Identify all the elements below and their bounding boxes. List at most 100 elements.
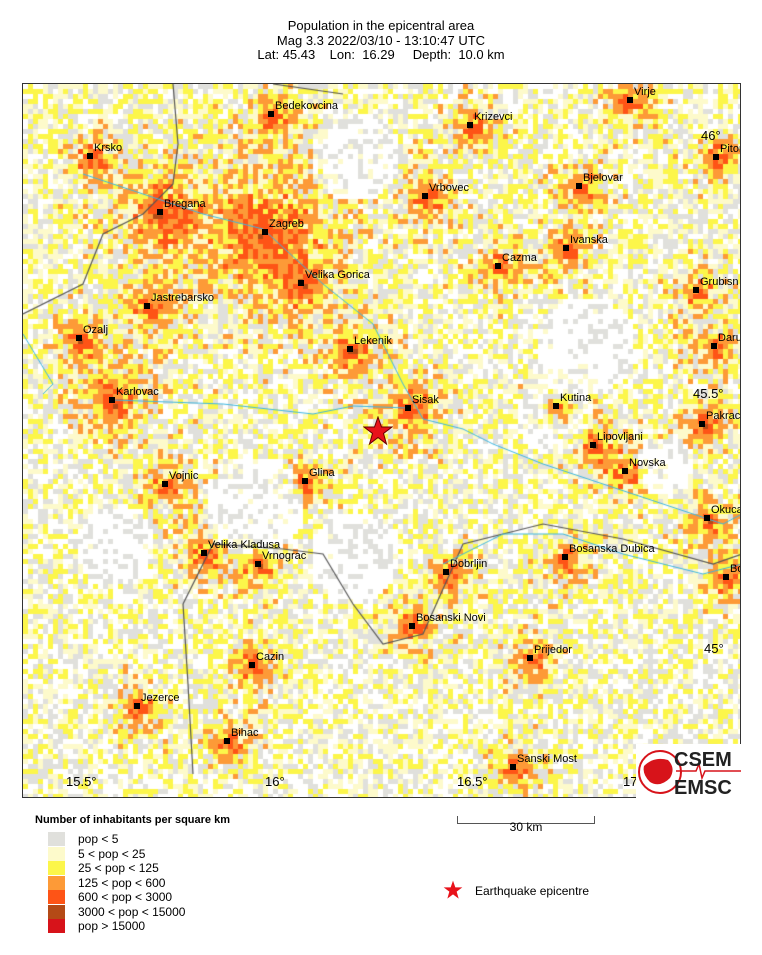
city-label: Dobrljin: [450, 558, 488, 570]
city-label: Velika Kladusa: [208, 539, 281, 551]
city-label: Daru: [718, 332, 741, 344]
event-location: Lat: 45.43 Lon: 16.29 Depth: 10.0 km: [257, 47, 505, 62]
csem-emsc-logo: CSEM EMSC: [636, 744, 741, 799]
city-square-icon: [443, 569, 449, 575]
city-label: Sisak: [412, 394, 439, 406]
city-square-icon: [262, 229, 268, 235]
city-square-icon: [704, 515, 710, 521]
city-square-icon: [495, 263, 501, 269]
longitude-tick: 16.5°: [457, 774, 488, 789]
city-label: Bedekovcina: [275, 100, 338, 112]
city-label: Vojnic: [169, 470, 199, 482]
legend-title: Number of inhabitants per square km: [35, 814, 230, 826]
legend-swatch: [48, 846, 65, 861]
city-label: Pakrac: [706, 410, 741, 422]
city-square-icon: [87, 153, 93, 159]
city-square-icon: [553, 403, 559, 409]
city-label: Cazma: [502, 252, 537, 264]
legend-label: 25 < pop < 125: [78, 861, 159, 875]
city-square-icon: [409, 623, 415, 629]
legend-swatch: [48, 919, 65, 933]
city-label: Pitom: [720, 143, 740, 155]
city-label: Ozalj: [83, 324, 109, 336]
legend-swatch: [48, 832, 65, 846]
latitude-tick: 45°: [704, 641, 724, 656]
city-label: Lekenik: [354, 335, 392, 347]
city-square-icon: [467, 122, 473, 128]
event-info: Mag 3.3 2022/03/10 - 13:10:47 UTC: [276, 33, 486, 48]
city-square-icon: [249, 662, 255, 668]
city-label: Vrbovec: [429, 182, 469, 194]
legend-swatch: [48, 890, 65, 904]
city-square-icon: [422, 193, 428, 199]
city-label: Jastrebarsko: [151, 292, 214, 304]
city-label: Cazin: [256, 651, 285, 663]
city-label: Bosanska Dubica: [569, 543, 655, 555]
city-label: Bihac: [231, 727, 259, 739]
city-label: Kutina: [560, 392, 592, 404]
city-square-icon: [201, 550, 207, 556]
city-square-icon: [347, 346, 353, 352]
latitude-tick: 46°: [701, 128, 721, 143]
city-label: Bo: [730, 563, 740, 575]
legend-swatch: [48, 861, 65, 875]
city-square-icon: [255, 561, 261, 567]
epicentre-star-icon: [363, 416, 393, 446]
city-square-icon: [590, 442, 596, 448]
legend-label: pop < 5: [78, 832, 119, 846]
city-label: Glina: [309, 467, 335, 479]
city-square-icon: [622, 468, 628, 474]
longitude-tick: 15.5°: [66, 774, 97, 789]
city-label: Vrnograc: [262, 550, 307, 562]
city-square-icon: [109, 397, 115, 403]
city-label: Ivanska: [570, 234, 608, 246]
city-square-icon: [713, 154, 719, 160]
city-label: Lipovljani: [597, 431, 643, 443]
city-square-icon: [76, 335, 82, 341]
latitude-tick: 45.5°: [693, 386, 724, 401]
city-square-icon: [576, 183, 582, 189]
legend-label: 3000 < pop < 15000: [78, 904, 186, 919]
legend-swatch: [48, 875, 65, 890]
city-square-icon: [268, 111, 274, 117]
scale-label: 30 km: [509, 820, 543, 834]
city-label: Virje: [634, 86, 656, 98]
city-square-icon: [224, 738, 230, 744]
city-label: Novska: [629, 457, 666, 469]
legend-label: 600 < pop < 3000: [78, 890, 173, 904]
city-square-icon: [405, 405, 411, 411]
legend-label: pop > 15000: [78, 919, 146, 933]
epicentre-legend-star-icon: [443, 880, 463, 899]
city-square-icon: [510, 764, 516, 770]
city-label: Bjelovar: [583, 172, 623, 184]
city-square-icon: [699, 421, 705, 427]
city-label: Bregana: [164, 198, 206, 210]
city-square-icon: [562, 554, 568, 560]
epicentre-legend-label: Earthquake epicentre: [475, 884, 590, 898]
city-label: Okuca: [711, 504, 741, 516]
city-label: Sanski Most: [517, 753, 577, 765]
city-label: Jezerce: [141, 692, 180, 704]
longitude-tick: 17: [623, 774, 638, 789]
scale-bar: [457, 816, 595, 824]
city-square-icon: [144, 303, 150, 309]
city-square-icon: [162, 481, 168, 487]
svg-text:EMSC: EMSC: [674, 777, 732, 798]
city-label: Grubisn: [700, 276, 739, 288]
city-square-icon: [157, 209, 163, 215]
city-label: Prijedor: [534, 644, 572, 656]
city-label: Bosanski Novi: [416, 612, 486, 624]
population-map[interactable]: Bedekovcina Krizevci Virje Krsko Pitom Bjelov…: [22, 83, 741, 798]
city-label: Karlovac: [116, 386, 159, 398]
city-square-icon: [563, 245, 569, 251]
city-square-icon: [723, 574, 729, 580]
longitude-tick: 16°: [265, 774, 285, 789]
city-square-icon: [302, 478, 308, 484]
city-square-icon: [134, 703, 140, 709]
legend-swatch: [48, 904, 65, 919]
city-label: Velika Gorica: [305, 269, 370, 281]
city-square-icon: [627, 97, 633, 103]
city-square-icon: [693, 287, 699, 293]
city-label: Zagreb: [269, 218, 304, 230]
svg-text:CSEM: CSEM: [674, 749, 732, 771]
